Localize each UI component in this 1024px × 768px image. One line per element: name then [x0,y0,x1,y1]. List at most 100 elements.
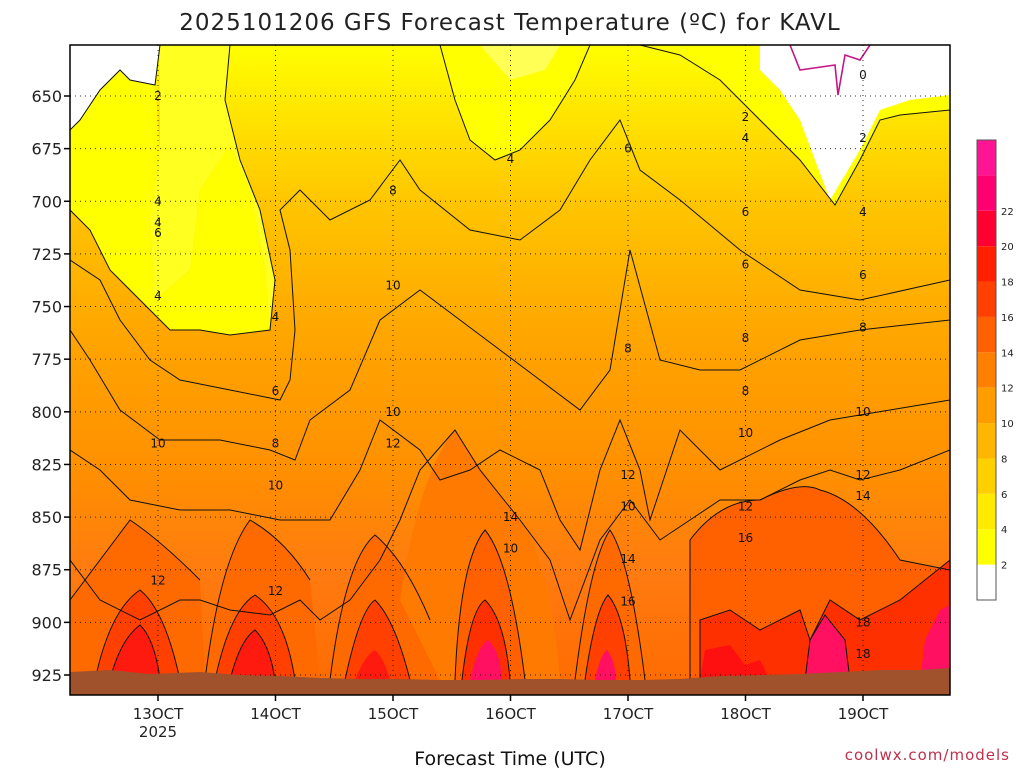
warm-peak-1 [110,625,160,680]
colorbar-label: 10 [1001,419,1014,430]
colorbar-swatch [977,564,996,600]
contour-label: 18 [855,647,870,661]
colorbar-swatch [977,210,996,247]
y-tick-label: 700 [31,192,62,211]
y-tick-label: 925 [31,666,62,685]
contour-label: 12 [855,468,870,482]
contour-label: 14 [620,552,635,566]
cold-region-left [70,45,160,130]
colorbar-swatch [977,423,996,459]
contour-label: 12 [268,584,283,598]
warm-peak-3 [355,650,390,680]
y-tick-label: 775 [31,350,62,369]
contour-label: 6 [742,257,750,271]
x-axis-label: Forecast Time (UTC) [414,748,605,768]
y-axis: 650 675 700 725 750 775 800 825 850 875 900 925 [31,87,70,685]
contour-label: 4 [154,194,162,208]
contour-label: 12 [150,573,165,587]
x-tick-label: 16OCT [485,705,536,723]
colorbar-swatch [977,529,996,565]
x-tick-label: 14OCT [250,705,301,723]
contour-label: 10 [855,405,870,419]
y-tick-label: 725 [31,245,62,264]
x-tick-label: 13OCT [133,705,184,723]
x-tick-year: 2025 [139,723,177,741]
chart-title: 2025101206 GFS Forecast Temperature (ºC)… [179,10,840,36]
ground [70,668,950,695]
colorbar-swatch [977,281,996,317]
contour-label: 6 [624,142,632,156]
contour-label: 2 [859,131,867,145]
contour-label: 14 [855,489,870,503]
colorbar-swatch [977,387,996,424]
pale-region-mid [480,45,560,80]
colorbar-label: 14 [1001,348,1014,359]
colorbar: 2 4 6 8 10 12 14 16 18 20 22 [976,139,1014,601]
contour-label: 14 [503,510,518,524]
colorbar-label: 12 [1001,384,1014,395]
colorbar-label: 22 [1001,207,1014,218]
warm-core-3 [345,600,410,680]
x-tick-label: 18OCT [720,705,771,723]
contour-label: 8 [624,342,632,356]
colorbar-swatch [977,246,996,282]
contour-label: 4 [272,310,280,324]
yellow-region-left2 [150,45,275,330]
x-axis: 13OCT 14OCT 15OCT 16OCT 17OCT 18OCT 19OCT [133,695,889,723]
warm-peak-6a [700,645,770,680]
contour-label: 6 [859,268,867,282]
contour-label: 4 [154,289,162,303]
colorbar-label: 20 [1001,242,1014,253]
contour-label: 8 [389,184,397,198]
contour-label: 12 [738,500,753,514]
y-tick-label: 875 [31,561,62,580]
yellow-region-mid [440,45,590,160]
contour-label: 2 [742,110,750,124]
yellow-region-left [70,70,270,335]
contour-label: 2 [154,89,162,103]
contour-label: 10 [385,405,400,419]
contour-label: 10 [385,278,400,292]
warm-peak-5 [595,650,616,680]
contour-label: 10 [150,436,165,450]
y-tick-label: 825 [31,455,62,474]
contour-label: 4 [154,215,162,229]
contour-label: 6 [154,226,162,240]
colorbar-swatch [977,352,996,388]
colorbar-label: 18 [1001,278,1014,289]
y-tick-label: 900 [31,613,62,632]
warm-peak-6c [920,605,950,680]
contour-label: 4 [742,131,750,145]
y-tick-label: 750 [31,298,62,317]
y-tick-label: 675 [31,140,62,159]
warm-peak-6b [805,615,850,680]
contour-label: 12 [385,436,400,450]
colorbar-swatch [977,493,996,530]
colorbar-swatch [977,316,996,353]
contour-label: 10 [503,542,518,556]
colorbar-frame [976,139,997,601]
contour-label: 8 [742,331,750,345]
colorbar-label: 4 [1001,525,1007,536]
cold-region-right [760,45,950,200]
credit-text: coolwx.com/models [845,746,1010,764]
colorbar-label: 2 [1001,561,1007,572]
x-tick-label: 17OCT [603,705,654,723]
contour-label: 6 [272,384,280,398]
contour-label: 10 [620,500,635,514]
contour-label: 8 [272,436,280,450]
contour-label: 16 [620,594,635,608]
contour-lines [70,45,950,681]
y-tick-label: 800 [31,403,62,422]
colorbar-swatch [977,458,996,494]
contour-label: 18 [855,615,870,629]
contour-label: 16 [738,531,753,545]
contour-label: 4 [507,152,515,166]
plot-area: 0222444444466666688888810101010101010101… [70,45,950,695]
contour-label: 10 [268,479,283,493]
zero-contour [789,45,871,96]
colorbar-swatch [977,140,996,176]
colorbar-label: 8 [1001,454,1007,465]
contour-labels: 0222444444466666688888810101010101010101… [150,68,870,661]
contour-label: 10 [738,426,753,440]
